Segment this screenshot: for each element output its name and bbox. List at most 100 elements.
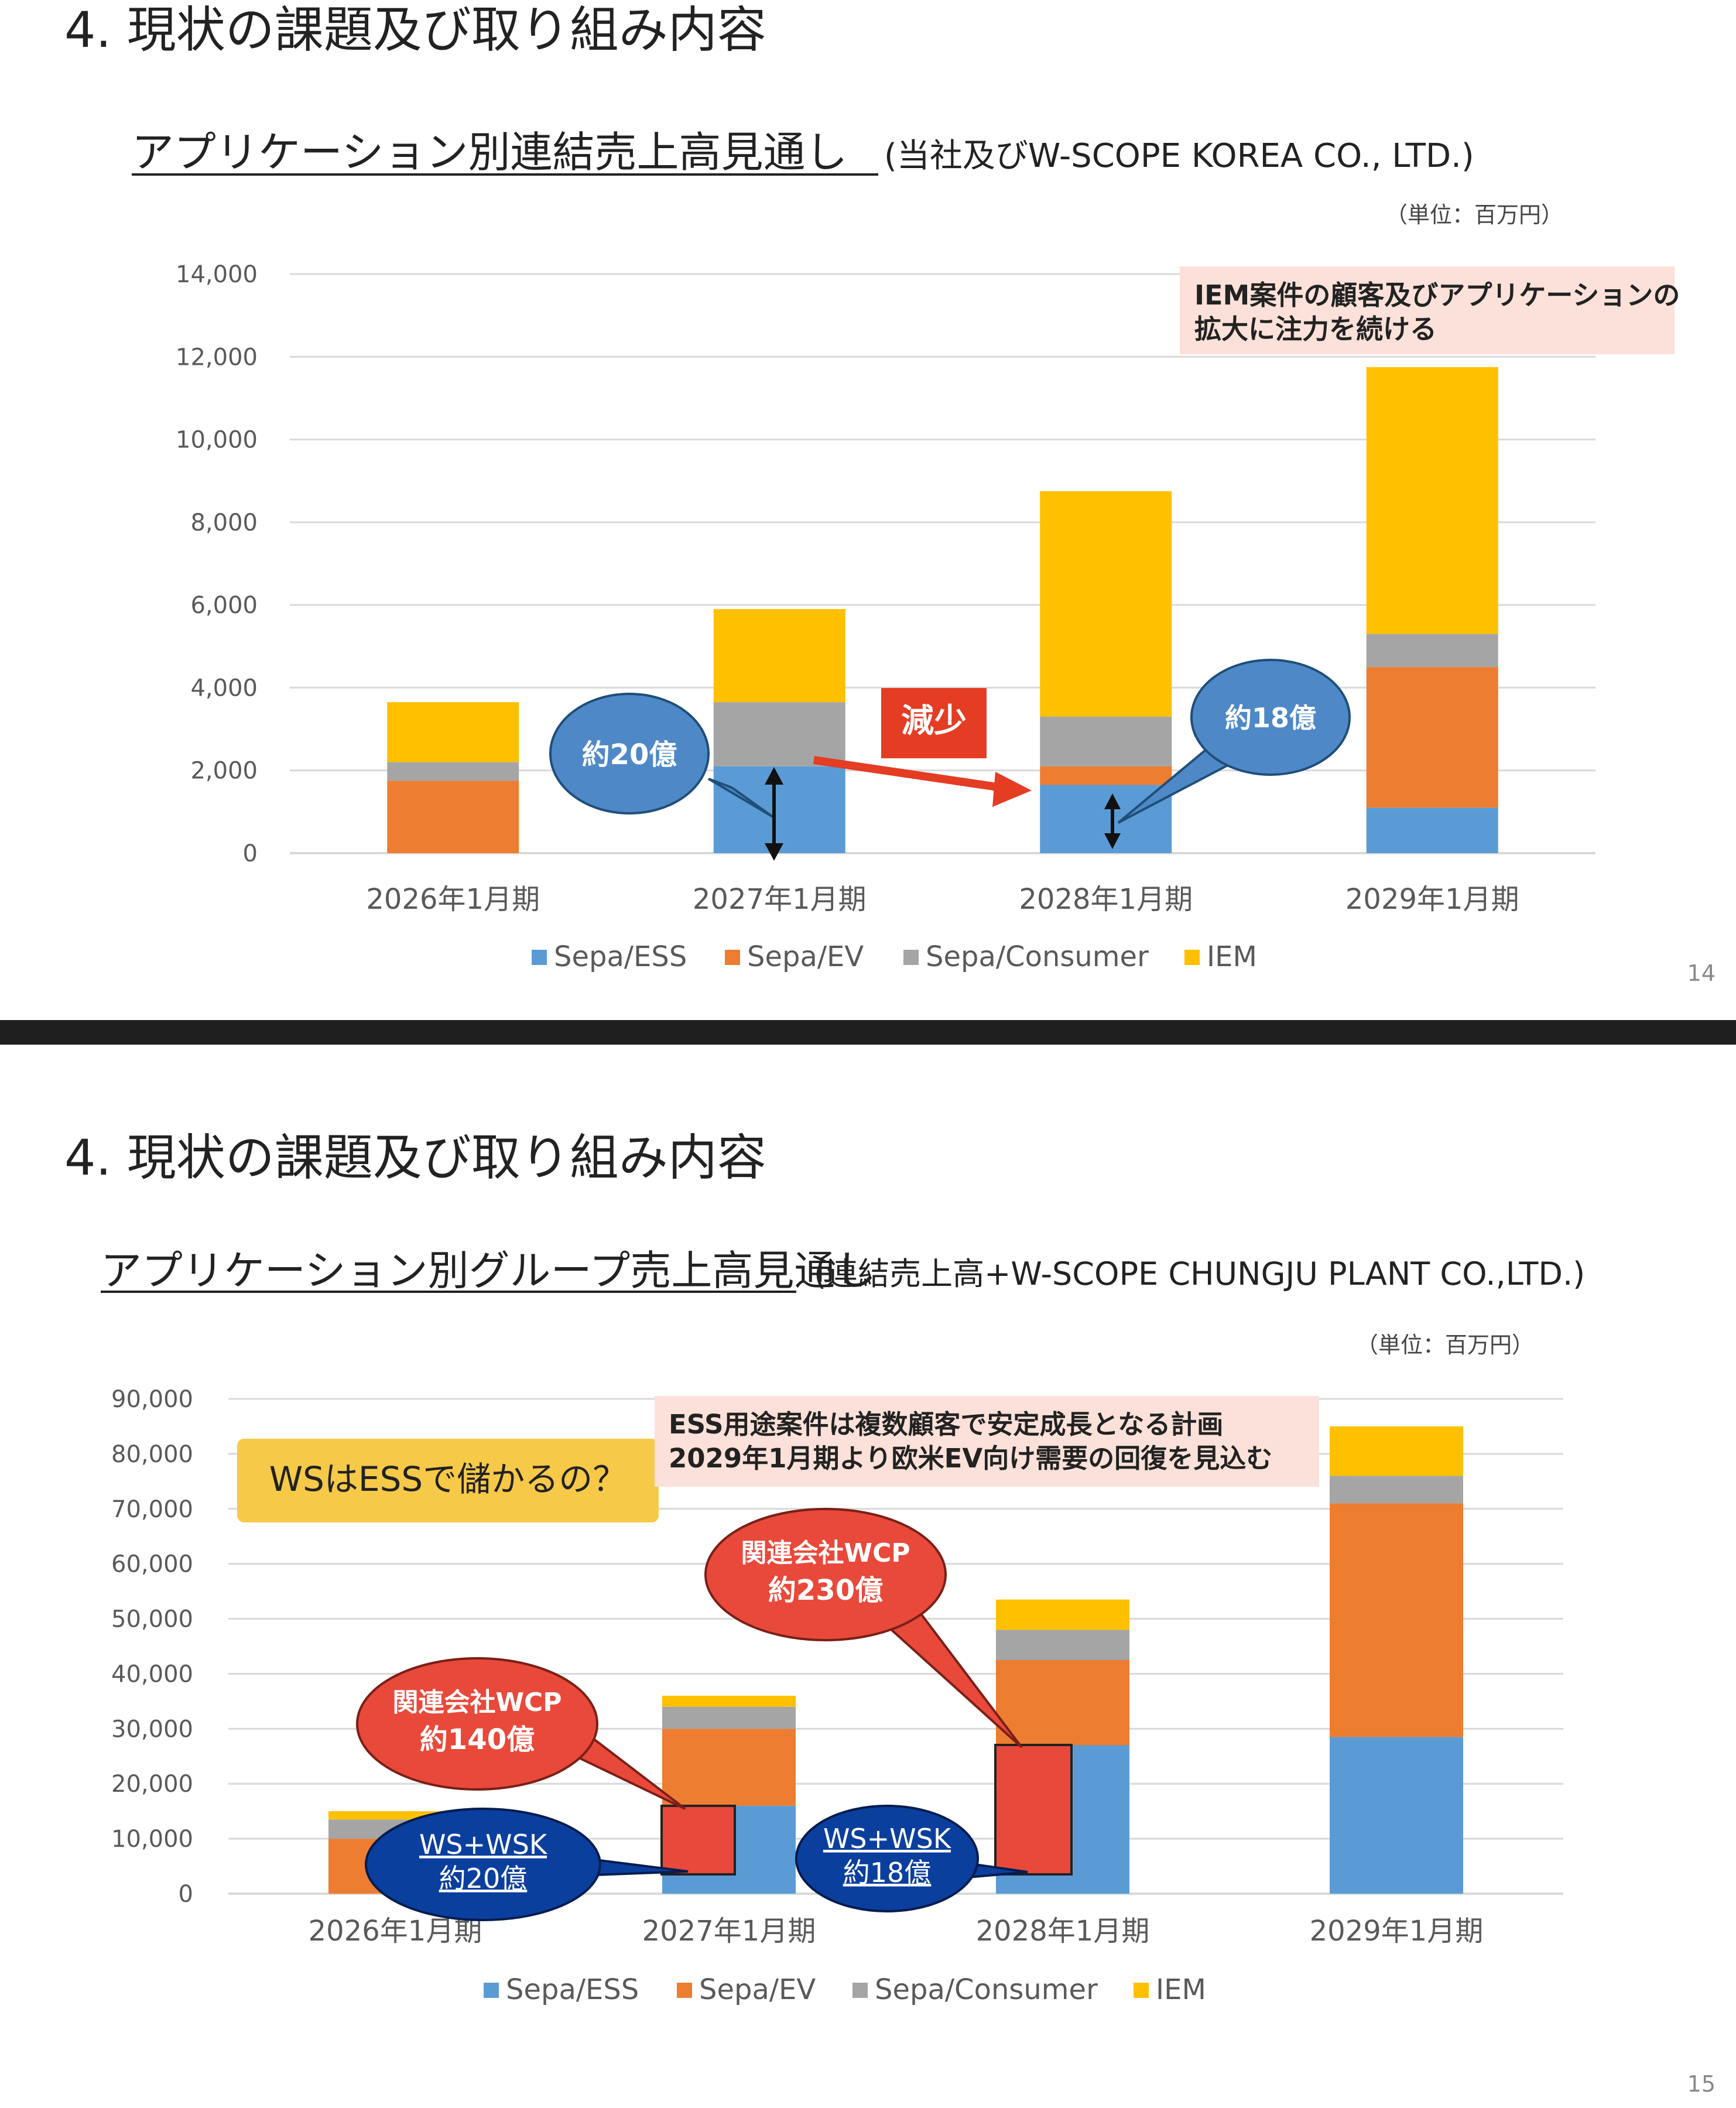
chart-1-legend-swatch (1184, 950, 1200, 965)
chart-2-legend-label: Sepa/EV (699, 1973, 816, 2006)
chart-2-x-labels: 2026年1月期 2027年1月期 2028年1月期 2029年1月期 (309, 1915, 1484, 1948)
chart-2-y-tick-label: 90,000 (111, 1386, 193, 1413)
chart-2-y-tick-label: 20,000 (111, 1771, 193, 1798)
chart-1-y-tick-label: 14,000 (176, 261, 258, 288)
slide-1-decrease-arrow (813, 756, 1032, 807)
slide-1-bubble-b (1190, 659, 1351, 776)
slide-2-heading: 4. 現状の課題及び取り組み内容 (64, 1129, 766, 1186)
chart-2-bar-iem (662, 1696, 796, 1707)
chart-1-bar-iem (387, 702, 519, 762)
slide-1-bubble-b-label: 約18億 (1225, 702, 1316, 734)
chart-1-legend-label: IEM (1207, 940, 1257, 973)
ws-question-box (237, 1439, 659, 1522)
chart-2-legend-label: Sepa/Consumer (875, 1973, 1098, 2006)
chart-1-x-label: 2028年1月期 (1019, 883, 1193, 916)
chart-1-legend-swatch (532, 950, 547, 965)
chart-2-y-tick-label: 10,000 (111, 1826, 193, 1853)
chart-1-legend-label: Sepa/Consumer (926, 940, 1149, 973)
chart-1-bar-sepa-consumer (1366, 634, 1498, 668)
slide-1-subtitle-sub: (当社及びW-SCOPE KOREA CO., LTD.) (884, 137, 1474, 175)
chart-1-bars (387, 367, 1498, 853)
chart-2-y-tick-label: 40,000 (111, 1661, 193, 1688)
chart-2-legend-label: Sepa/ESS (506, 1973, 639, 2006)
chart-2-legend-label: IEM (1156, 1973, 1206, 2006)
chart-1-y-tick-label: 2,000 (190, 758, 258, 785)
wcp-bubble-2 (704, 1508, 947, 1641)
wsk-bubble-2-line-1: WS+WSK (823, 1823, 952, 1854)
slide-2-page-number: 15 (1687, 2071, 1716, 2097)
chart-1-y-tick-label: 10,000 (176, 427, 258, 454)
slide-2-subtitle-main: アプリケーション別グループ売上高見通し (101, 1247, 876, 1295)
chart-1-legend-swatch (903, 950, 919, 965)
chart-1-bar-sepa-ev (387, 781, 519, 853)
wsk-bubble-1-line-1: WS+WSK (419, 1829, 548, 1860)
chart-2-y-tick-label: 0 (179, 1881, 193, 1908)
chart-1-y-tick-label: 0 (243, 840, 258, 867)
chart-1-y-tick-label: 8,000 (190, 509, 258, 536)
chart-2-legend: Sepa/ESS Sepa/EV Sepa/Consumer IEM (484, 1973, 1206, 2006)
chart-1-bar-sepa-ess (1366, 807, 1498, 853)
chart-1-y-tick-label: 6,000 (190, 592, 258, 619)
chart-1-bar-iem (1040, 491, 1172, 717)
chart-1-y-ticks: 0 2,000 4,000 6,000 8,000 10,000 12,000 14,000 (176, 261, 258, 867)
wcp-bubble-2-line-2: 約230億 (768, 1574, 883, 1607)
chart-2-legend-swatch (484, 1983, 499, 1998)
slide-1-double-arrow-2027 (765, 767, 783, 861)
chart-2-y-tick-label: 60,000 (111, 1551, 193, 1578)
chart-2-bar-sepa-consumer (1330, 1476, 1463, 1504)
chart-1-bar-sepa-consumer (713, 702, 845, 766)
slide-1-decrease-box (881, 688, 987, 758)
wcp-highlight-2027 (660, 1805, 736, 1876)
slide-divider (0, 1020, 1736, 1045)
slide-1: 4. 現状の課題及び取り組み内容 アプリケーション別連結売上高見通し (当社及び… (64, 1, 1716, 986)
chart-2-y-tick-label: 50,000 (111, 1606, 193, 1633)
chart-2-bar-sepa-ev (996, 1659, 1129, 1746)
wcp-bubble-1 (356, 1657, 598, 1791)
slide-1-subtitle-main: アプリケーション別連結売上高見通し (132, 128, 848, 177)
chart-1-x-label: 2027年1月期 (693, 883, 867, 916)
chart-2-x-label: 2027年1月期 (642, 1915, 816, 1948)
wcp-bubble-1-line-2: 約140億 (420, 1723, 535, 1756)
chart-2-x-label: 2028年1月期 (976, 1915, 1150, 1948)
wsk-bubble-2-line-2: 約18億 (843, 1857, 932, 1888)
wsk-bubble-2 (795, 1805, 979, 1912)
wsk-bubble-1 (365, 1808, 601, 1921)
chart-1-x-labels: 2026年1月期 2027年1月期 2028年1月期 2029年1月期 (366, 883, 1519, 916)
chart-1-legend-label: Sepa/EV (747, 940, 864, 973)
chart-1-bar-iem (713, 609, 845, 703)
slide-1-unit: （単位：百万円） (1385, 202, 1563, 228)
chart-2-x-label: 2026年1月期 (309, 1915, 482, 1948)
chart-1-y-tick-label: 12,000 (176, 344, 258, 371)
slide-2: 4. 現状の課題及び取り組み内容 アプリケーション別グループ売上高見通し (連結… (64, 1129, 1716, 2097)
slide-1-decrease-label: 減少 (901, 702, 967, 740)
slide-1-bubble-a-tail (707, 778, 774, 818)
slide-1-bubble-a-label: 約20億 (582, 738, 677, 771)
wcp-bubble-1-line-1: 関連会社WCP (392, 1688, 561, 1717)
wcp-bubble-2-line-1: 関連会社WCP (741, 1538, 910, 1568)
chart-1-legend-label: Sepa/ESS (554, 940, 687, 973)
slide-1-note-box (1180, 266, 1675, 354)
chart-2-y-tick-label: 30,000 (111, 1716, 193, 1743)
chart-2-bar-sepa-consumer (996, 1630, 1129, 1660)
slide-2-subtitle-sub: (連結売上高+W-SCOPE CHUNGJU PLANT CO.,LTD.) (814, 1255, 1585, 1292)
chart-1-bar-sepa-consumer (1040, 716, 1172, 766)
chart-2-bar-iem (996, 1599, 1129, 1630)
wcp-highlight-2028 (994, 1744, 1073, 1876)
chart-1-legend: Sepa/ESS Sepa/EV Sepa/Consumer IEM (532, 940, 1257, 973)
chart-2-bar-sepa-ev (1330, 1503, 1463, 1737)
chart-2-y-ticks: 0 10,000 20,000 30,000 40,000 50,000 60,000 70,… (111, 1386, 193, 1908)
chart-2-y-tick-label: 70,000 (111, 1496, 193, 1523)
chart-1-bar-iem (1366, 367, 1498, 634)
slide-1-note-line-2: 拡大に注力を続ける (1194, 313, 1437, 345)
chart-2-x-label: 2029年1月期 (1310, 1915, 1484, 1948)
slide-1-note-line-1: IEM案件の顧客及びアプリケーションの (1194, 279, 1680, 311)
slide-2-note-line-1: ESS用途案件は複数顧客で安定成長となる計画 (669, 1409, 1223, 1440)
chart-2-legend-swatch (1134, 1983, 1149, 1998)
chart-1-bar-sepa-ev (1366, 667, 1498, 808)
chart-1-y-tick-label: 4,000 (190, 675, 258, 701)
chart-2-legend-swatch (852, 1983, 868, 1998)
chart-2-legend-swatch (677, 1983, 692, 1998)
chart-1-x-label: 2026年1月期 (366, 883, 540, 916)
slide-2-note-line-2: 2029年1月期より欧米EV向け需要の回復を見込む (669, 1443, 1272, 1474)
slide-1-bubble-a (549, 693, 710, 815)
